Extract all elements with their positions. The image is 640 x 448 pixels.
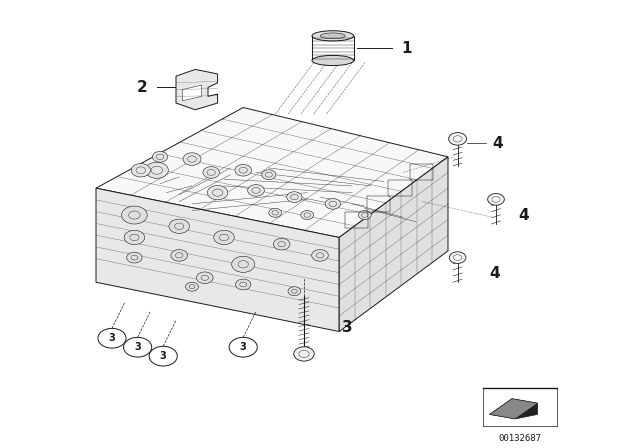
Polygon shape xyxy=(490,399,538,419)
Circle shape xyxy=(325,198,340,209)
Circle shape xyxy=(488,194,504,205)
Circle shape xyxy=(229,337,257,357)
Circle shape xyxy=(169,219,189,233)
Circle shape xyxy=(149,346,177,366)
Text: 3: 3 xyxy=(160,351,166,361)
Polygon shape xyxy=(339,157,448,332)
Circle shape xyxy=(145,162,168,178)
Text: 3: 3 xyxy=(342,319,353,335)
Circle shape xyxy=(122,206,147,224)
Circle shape xyxy=(127,252,142,263)
Polygon shape xyxy=(96,108,448,237)
Circle shape xyxy=(124,230,145,245)
Ellipse shape xyxy=(312,31,354,41)
Circle shape xyxy=(273,238,290,250)
Circle shape xyxy=(236,279,251,290)
Circle shape xyxy=(248,185,264,196)
Ellipse shape xyxy=(321,33,346,39)
Circle shape xyxy=(203,167,220,178)
Circle shape xyxy=(269,208,282,217)
Circle shape xyxy=(449,133,467,145)
Polygon shape xyxy=(96,188,339,332)
Circle shape xyxy=(312,250,328,261)
Circle shape xyxy=(207,185,228,200)
Text: 2: 2 xyxy=(136,80,147,95)
Ellipse shape xyxy=(312,56,354,65)
Polygon shape xyxy=(176,69,218,110)
Text: 1: 1 xyxy=(402,41,412,56)
Text: 3: 3 xyxy=(134,342,141,352)
Polygon shape xyxy=(182,85,202,101)
Text: 4: 4 xyxy=(518,207,529,223)
Circle shape xyxy=(214,230,234,245)
Circle shape xyxy=(186,282,198,291)
Circle shape xyxy=(183,153,201,165)
Circle shape xyxy=(171,250,188,261)
Text: 3: 3 xyxy=(240,342,246,352)
Circle shape xyxy=(449,252,466,263)
Circle shape xyxy=(124,337,152,357)
Circle shape xyxy=(262,170,276,180)
Circle shape xyxy=(287,192,302,202)
Text: 00132687: 00132687 xyxy=(499,434,541,443)
Circle shape xyxy=(235,164,252,176)
Circle shape xyxy=(232,256,255,272)
Text: 4: 4 xyxy=(493,136,504,151)
Circle shape xyxy=(294,347,314,361)
Circle shape xyxy=(358,211,371,220)
Circle shape xyxy=(301,211,314,220)
Text: 3: 3 xyxy=(109,333,115,343)
Circle shape xyxy=(131,164,150,177)
Text: 4: 4 xyxy=(490,266,500,281)
Circle shape xyxy=(196,272,213,284)
Circle shape xyxy=(288,287,301,296)
Polygon shape xyxy=(490,399,538,419)
Circle shape xyxy=(152,151,168,162)
Circle shape xyxy=(98,328,126,348)
